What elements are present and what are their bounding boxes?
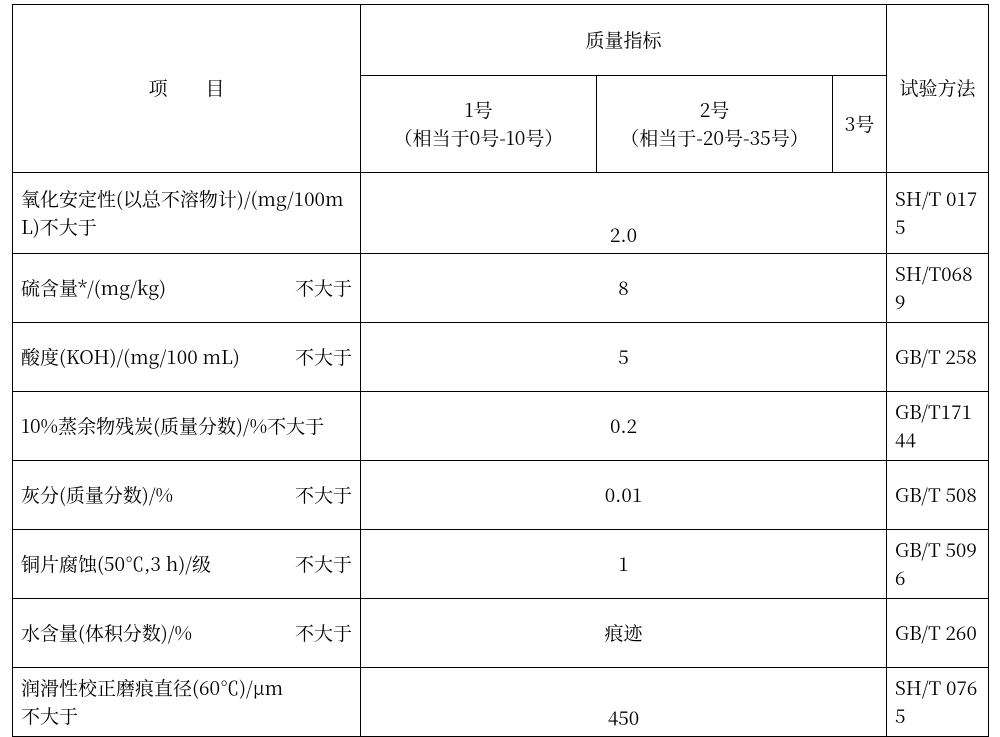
cell-value: 8 xyxy=(361,254,887,323)
hdr-grade-1-note: （相当于0号-10号） xyxy=(394,124,564,151)
cell-item-qualifier: 不大于 xyxy=(21,702,78,729)
table-row: 氧化安定性(以总不溶物计)/(mg/100mL)不大于 2.0 SH/T 017… xyxy=(13,173,989,254)
cell-value: 0.2 xyxy=(361,392,887,461)
cell-item-qualifier: 不大于 xyxy=(295,481,352,510)
cell-item: 酸度(KOH)/(mg/100 mL) 不大于 xyxy=(13,323,361,392)
cell-item: 灰分(质量分数)/% 不大于 xyxy=(13,461,361,530)
cell-item-label: 硫含量*/(mg/kg) xyxy=(21,274,166,303)
cell-item-qualifier: 不大于 xyxy=(295,343,352,372)
cell-method: GB/T 260 xyxy=(887,599,989,668)
cell-item-label: 润滑性校正磨痕直径(60℃)/μm xyxy=(21,674,283,701)
table-row: 10%蒸余物残炭(质量分数)/%不大于 0.2 GB/T17144 xyxy=(13,392,989,461)
cell-item: 10%蒸余物残炭(质量分数)/%不大于 xyxy=(13,392,361,461)
hdr-grade-1-label: 1号 xyxy=(465,96,493,123)
hdr-item: 项 目 xyxy=(13,5,361,173)
table-row: 硫含量*/(mg/kg) 不大于 8 SH/T0689 xyxy=(13,254,989,323)
cell-method: SH/T 0765 xyxy=(887,668,989,737)
cell-value: 0.01 xyxy=(361,461,887,530)
hdr-grade-3: 3号 xyxy=(833,76,887,173)
cell-item: 铜片腐蚀(50℃,3 h)/级 不大于 xyxy=(13,530,361,599)
cell-method: SH/T 0175 xyxy=(887,173,989,254)
cell-item: 氧化安定性(以总不溶物计)/(mg/100mL)不大于 xyxy=(13,173,361,254)
table-row: 酸度(KOH)/(mg/100 mL) 不大于 5 GB/T 258 xyxy=(13,323,989,392)
cell-item-qualifier: 不大于 xyxy=(295,550,352,579)
cell-method: SH/T0689 xyxy=(887,254,989,323)
cell-value: 450 xyxy=(361,668,887,737)
table-row: 灰分(质量分数)/% 不大于 0.01 GB/T 508 xyxy=(13,461,989,530)
cell-item-label: 灰分(质量分数)/% xyxy=(21,481,173,510)
table-row: 水含量(体积分数)/% 不大于 痕迹 GB/T 260 xyxy=(13,599,989,668)
cell-method: GB/T 5096 xyxy=(887,530,989,599)
cell-value: 5 xyxy=(361,323,887,392)
table-row: 铜片腐蚀(50℃,3 h)/级 不大于 1 GB/T 5096 xyxy=(13,530,989,599)
hdr-grade-2: 2号 （相当于-20号-35号） xyxy=(597,76,833,173)
cell-value: 痕迹 xyxy=(361,599,887,668)
hdr-grade-1: 1号 （相当于0号-10号） xyxy=(361,76,597,173)
cell-method: GB/T 258 xyxy=(887,323,989,392)
cell-item: 水含量(体积分数)/% 不大于 xyxy=(13,599,361,668)
cell-method: GB/T 508 xyxy=(887,461,989,530)
hdr-grade-2-label: 2号 xyxy=(700,96,730,123)
cell-item-label: 铜片腐蚀(50℃,3 h)/级 xyxy=(21,550,211,579)
cell-item-label: 酸度(KOH)/(mg/100 mL) xyxy=(21,343,240,372)
hdr-test-method: 试验方法 xyxy=(887,5,989,173)
table-header-row-1: 项 目 质量指标 试验方法 xyxy=(13,5,989,76)
table-row: 润滑性校正磨痕直径(60℃)/μm 不大于 450 SH/T 0765 xyxy=(13,668,989,737)
cell-item-label: 水含量(体积分数)/% xyxy=(21,619,192,648)
hdr-quality-indicator: 质量指标 xyxy=(361,5,887,76)
cell-item: 润滑性校正磨痕直径(60℃)/μm 不大于 xyxy=(13,668,361,737)
cell-method: GB/T17144 xyxy=(887,392,989,461)
cell-item-qualifier: 不大于 xyxy=(295,619,352,648)
cell-value: 1 xyxy=(361,530,887,599)
cell-value: 2.0 xyxy=(361,173,887,254)
spec-table: 项 目 质量指标 试验方法 1号 （相当于0号-10号） 2号 （相当于-20号… xyxy=(12,4,989,737)
cell-item: 硫含量*/(mg/kg) 不大于 xyxy=(13,254,361,323)
hdr-grade-2-note: （相当于-20号-35号） xyxy=(620,124,809,151)
cell-item-qualifier: 不大于 xyxy=(295,274,352,303)
